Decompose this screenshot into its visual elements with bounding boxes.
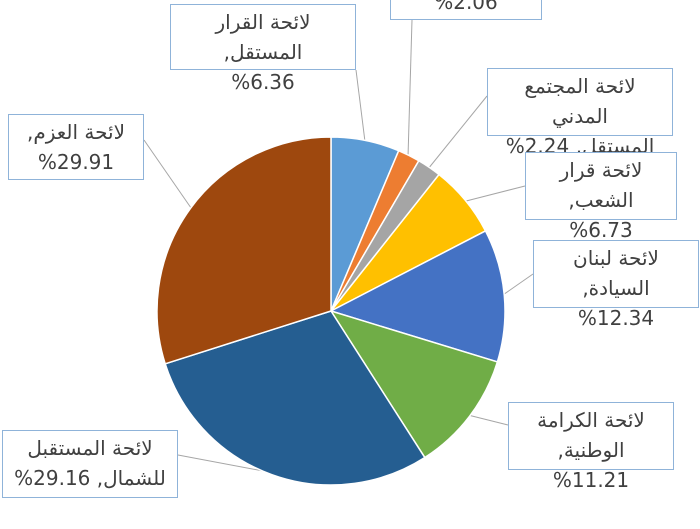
pie-slice-4 [329,229,506,363]
label-value: للشمال, 29.16% [14,466,166,490]
label-value: %6.36 [231,70,295,94]
label-qarar-shaab: لائحة قرار الشعب, %6.73 [525,152,677,242]
leader-line-2 [427,95,488,170]
pie-slice-7 [156,136,332,365]
label-name: لائحة العزم, [26,120,126,144]
label-name: لائحة الكرامة [537,408,645,432]
pie-slices [156,136,506,486]
pie-slice-5 [329,309,499,459]
leader-line-4 [502,273,534,296]
label-mujtama-madani: لائحة المجتمع المدني المستقل, 2.24% [487,68,673,158]
label-lubnan-siyada: لائحة لبنان السيادة, %12.34 [533,240,699,330]
label-name: لائحة قرار الشعب, [559,158,643,212]
leader-line-3 [463,185,526,203]
label-name: لائحة القرار المستقل, [215,10,311,64]
leader-lines [143,19,534,474]
leader-line-7 [143,139,193,210]
label-name: لائحة المستقبل [27,436,153,460]
pie-slice-6 [164,310,426,486]
label-karama-wataniya: لائحة الكرامة الوطنية, 11.21% [508,402,674,492]
leader-line-0 [355,69,366,143]
label-value: الوطنية, 11.21% [552,438,630,492]
label-name: لائحة المجتمع المدني [524,74,636,128]
leader-line-6 [177,454,273,474]
label-value: %2.06 [434,0,498,14]
label-azm: لائحة العزم, %29.91 [8,114,144,180]
label-orange-slice: %2.06 [390,0,542,20]
label-value: %6.73 [569,218,633,242]
label-value: %29.91 [37,150,115,174]
label-mustaqbal-shamal: لائحة المستقبل للشمال, 29.16% [2,430,178,498]
leader-line-5 [467,414,509,426]
label-name: لائحة لبنان السيادة, [573,246,659,300]
leader-line-1 [407,19,413,158]
label-value: %12.34 [577,306,655,330]
label-qarar-mustaqil: لائحة القرار المستقل, %6.36 [170,4,356,94]
